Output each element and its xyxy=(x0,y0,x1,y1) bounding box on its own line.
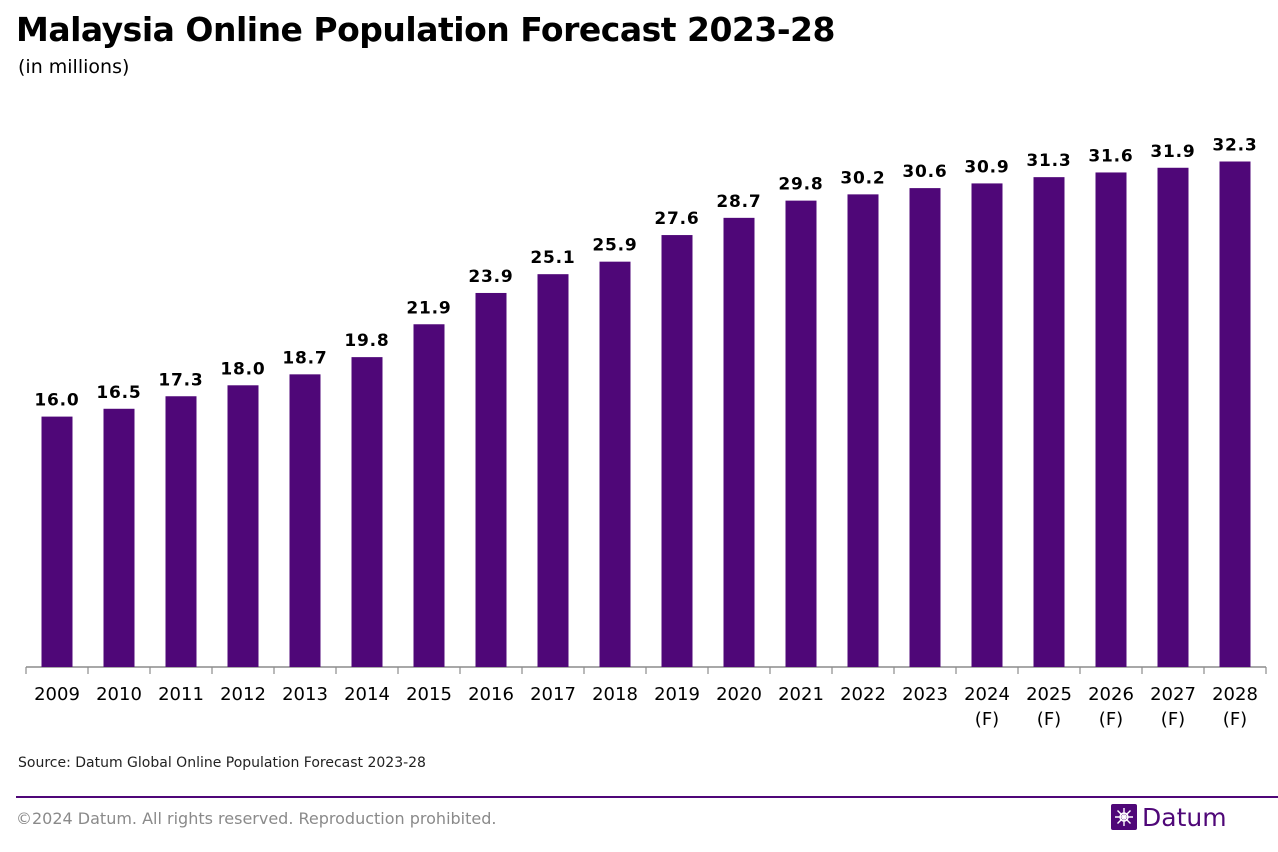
x-tick-label: 2019 xyxy=(654,684,700,705)
x-tick-label-line: 2017 xyxy=(530,684,576,705)
datum-logo-icon xyxy=(1111,804,1137,830)
bar xyxy=(351,357,383,667)
data-label: 30.9 xyxy=(964,157,1009,177)
bar xyxy=(723,217,755,667)
source-note: Source: Datum Global Online Population F… xyxy=(18,755,426,771)
x-tick-label: 2016 xyxy=(468,684,514,705)
x-tick-label-line: 2025 xyxy=(1026,684,1072,705)
data-label: 17.3 xyxy=(158,370,203,390)
data-label: 18.7 xyxy=(282,348,327,368)
bar xyxy=(661,235,693,667)
x-tick-label-line: 2024 xyxy=(964,684,1010,705)
x-tick-label: 2011 xyxy=(158,684,204,705)
data-label: 21.9 xyxy=(406,298,451,318)
bar xyxy=(289,374,321,667)
x-tick-label: 2012 xyxy=(220,684,266,705)
x-tick-label-line: 2020 xyxy=(716,684,762,705)
bar xyxy=(599,261,631,667)
x-tick-label: 2013 xyxy=(282,684,328,705)
brand-name: Datum xyxy=(1142,802,1227,832)
x-tick-label-line: 2013 xyxy=(282,684,328,705)
x-tick-label-line: 2011 xyxy=(158,684,204,705)
bar xyxy=(1219,161,1251,667)
x-tick-label-line: 2026 xyxy=(1088,684,1134,705)
data-label: 27.6 xyxy=(654,209,699,229)
data-label: 16.5 xyxy=(96,383,141,403)
data-label: 25.9 xyxy=(592,236,637,256)
bar xyxy=(165,396,197,667)
x-tick-label: 2025 (F) xyxy=(1026,684,1072,730)
x-tick-label-line: (F) xyxy=(1223,709,1247,730)
data-label: 32.3 xyxy=(1212,136,1257,156)
x-tick-label: 2010 xyxy=(96,684,142,705)
x-tick-label-line: 2009 xyxy=(34,684,80,705)
x-tick-label-line: 2012 xyxy=(220,684,266,705)
x-tick-label: 2022 xyxy=(840,684,886,705)
bar xyxy=(1033,177,1065,667)
x-tick-label-line: 2027 xyxy=(1150,684,1196,705)
bar xyxy=(847,194,879,667)
bar xyxy=(227,385,259,667)
data-label: 31.3 xyxy=(1026,151,1071,171)
data-label: 29.8 xyxy=(778,175,823,195)
copyright-text: ©2024 Datum. All rights reserved. Reprod… xyxy=(16,809,497,828)
x-tick-label: 2009 xyxy=(34,684,80,705)
bar xyxy=(103,408,135,667)
bar xyxy=(413,324,445,667)
x-tick-label: 2014 xyxy=(344,684,390,705)
bar xyxy=(971,183,1003,668)
x-tick-label-line: 2023 xyxy=(902,684,948,705)
x-tick-label-line: 2028 xyxy=(1212,684,1258,705)
bar xyxy=(1095,172,1127,667)
x-tick-label: 2015 xyxy=(406,684,452,705)
x-tick-label-line: 2014 xyxy=(344,684,390,705)
x-tick-label-line: 2016 xyxy=(468,684,514,705)
x-tick-label: 2020 xyxy=(716,684,762,705)
data-label: 16.0 xyxy=(34,391,79,411)
data-label: 31.6 xyxy=(1088,146,1133,166)
x-tick-label: 2027 (F) xyxy=(1150,684,1196,730)
x-tick-label: 2026 (F) xyxy=(1088,684,1134,730)
footer-divider xyxy=(16,796,1278,798)
x-tick-label-line: 2018 xyxy=(592,684,638,705)
x-tick-label-line: (F) xyxy=(975,709,999,730)
x-tick-label-line: 2022 xyxy=(840,684,886,705)
bar xyxy=(537,274,569,667)
x-tick-label-line: (F) xyxy=(1161,709,1185,730)
bar xyxy=(41,416,73,667)
x-tick-label-line: 2021 xyxy=(778,684,824,705)
data-label: 31.9 xyxy=(1150,142,1195,162)
x-tick-label-line: (F) xyxy=(1037,709,1061,730)
chart-title: Malaysia Online Population Forecast 2023… xyxy=(16,10,835,49)
data-label: 19.8 xyxy=(344,331,389,351)
x-tick-label: 2028 (F) xyxy=(1212,684,1258,730)
x-tick-label: 2021 xyxy=(778,684,824,705)
x-tick-label-line: 2010 xyxy=(96,684,142,705)
data-label: 23.9 xyxy=(468,267,513,287)
x-tick-label-line: 2019 xyxy=(654,684,700,705)
x-tick-label: 2024 (F) xyxy=(964,684,1010,730)
x-tick-label: 2018 xyxy=(592,684,638,705)
brand-logo: Datum xyxy=(1111,801,1227,833)
data-label: 28.7 xyxy=(716,192,761,212)
bar xyxy=(909,188,941,668)
data-label: 25.1 xyxy=(530,248,575,268)
x-tick-label: 2017 xyxy=(530,684,576,705)
bar xyxy=(475,292,507,667)
x-tick-label: 2023 xyxy=(902,684,948,705)
bar xyxy=(785,200,817,667)
x-tick-label-line: 2015 xyxy=(406,684,452,705)
chart-subtitle: (in millions) xyxy=(18,56,130,78)
bar xyxy=(1157,167,1189,667)
x-tick-label-line: (F) xyxy=(1099,709,1123,730)
data-label: 30.2 xyxy=(840,168,885,188)
data-label: 30.6 xyxy=(902,162,947,182)
data-label: 18.0 xyxy=(220,359,265,379)
